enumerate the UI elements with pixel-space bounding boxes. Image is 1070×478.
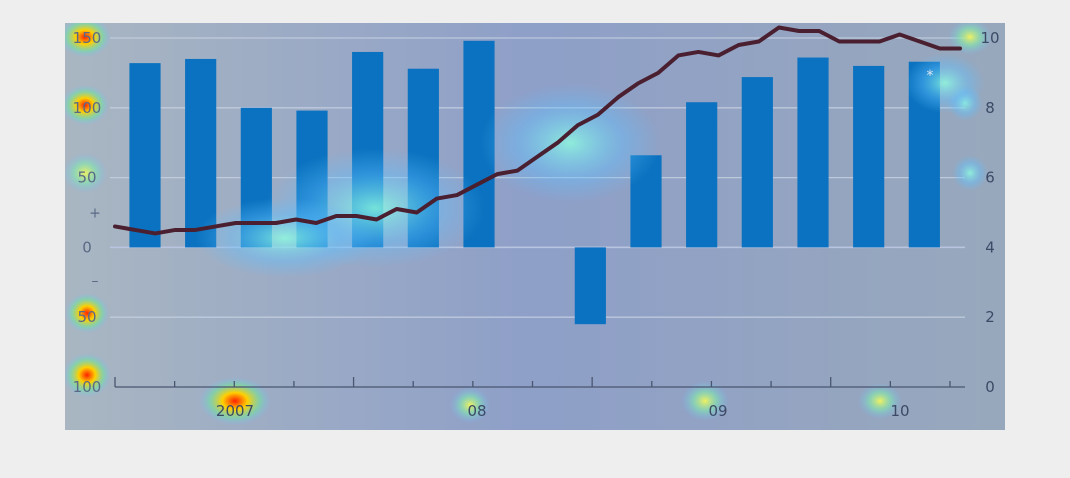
right-tick-label: 4 (985, 238, 995, 256)
right-tick-label: 0 (985, 378, 995, 396)
x-tick-label: 08 (467, 402, 486, 420)
x-tick-label: 09 (708, 402, 727, 420)
heat-spot (199, 377, 271, 425)
chart-svg: * 100 50 0 50 100 150 0 2 4 6 8 10 + – 2007 08 09 10 (59, 17, 1005, 430)
bar (853, 65, 885, 248)
right-tick-label: 2 (985, 308, 995, 326)
minus-sign: – (92, 273, 99, 289)
heat-spot (858, 383, 902, 419)
left-tick-label: 50 (77, 169, 96, 187)
bar (797, 57, 829, 248)
bar (574, 247, 606, 325)
left-tick-label: 100 (73, 378, 102, 396)
line-series (113, 25, 962, 236)
plus-sign: + (89, 205, 101, 221)
asterisk-note: * (927, 68, 934, 84)
x-tick-label: 2007 (216, 402, 254, 420)
right-tick-label: 8 (985, 99, 995, 117)
left-tick-label: 0 (82, 238, 92, 256)
heat-spot (63, 153, 107, 193)
heat-spot (61, 85, 109, 125)
heat-spot (63, 353, 111, 397)
bar (129, 63, 161, 248)
heat-spot (952, 155, 988, 191)
heat-spot (480, 83, 660, 203)
bar (741, 77, 773, 248)
chart: * 100 50 0 50 100 150 0 2 4 6 8 10 + – 2007 08 09 10 (59, 17, 1005, 430)
heat-spot (65, 293, 109, 333)
left-tick-label: 100 (73, 99, 102, 117)
heat-spot (948, 19, 992, 55)
heat-spot (905, 53, 985, 113)
heat-spot (450, 387, 490, 423)
heat-spot (195, 198, 375, 278)
left-tick-label: 50 (77, 308, 96, 326)
x-tick-label: 10 (890, 402, 909, 420)
right-tick-label: 6 (985, 169, 995, 187)
heat-spot (681, 381, 729, 421)
heat-spot (59, 17, 111, 57)
left-tick-label: 150 (73, 29, 102, 47)
bar (686, 102, 718, 248)
right-tick-label: 10 (980, 29, 999, 47)
